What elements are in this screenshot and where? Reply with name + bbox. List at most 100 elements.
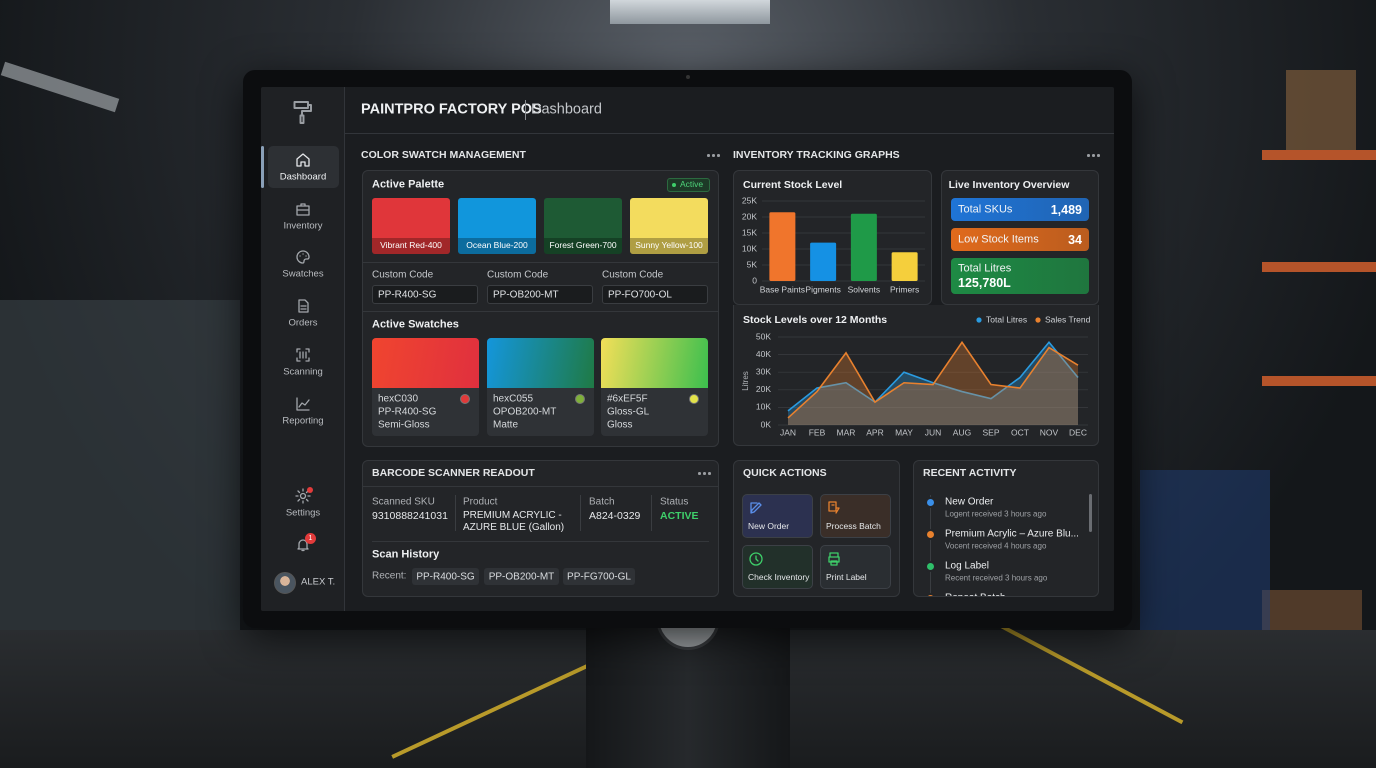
status-badge [667, 178, 710, 192]
action-button[interactable] [820, 494, 891, 538]
chip-text: PP-R400-SG [416, 570, 475, 582]
history-chip[interactable] [563, 568, 635, 585]
chip-text: PP-FG700-GL [567, 570, 631, 582]
field-value: ACTIVE [660, 509, 699, 522]
icon [749, 552, 763, 566]
icon [828, 552, 840, 566]
icon [750, 502, 762, 514]
more-dot [1087, 154, 1090, 157]
palette-swatch[interactable] [458, 198, 536, 254]
icon-path [296, 348, 310, 362]
more-dot [717, 154, 720, 157]
card-title: Live Inventory Overview [948, 178, 1070, 191]
nav-item[interactable] [268, 146, 339, 188]
panel-title: COLOR SWATCH MANAGEMENT [361, 148, 526, 161]
separator [525, 100, 527, 120]
activity-dot [927, 530, 934, 538]
brand: PAINTPRO FACTORY POS [361, 101, 542, 118]
palette-swatch[interactable] [544, 198, 622, 254]
activity-dot [927, 594, 934, 596]
palette-swatch[interactable] [630, 198, 708, 254]
scrollbar [1089, 494, 1092, 532]
icon [296, 203, 310, 216]
icon-path [298, 299, 309, 313]
divider [362, 262, 719, 263]
swatch-name: Sunny Yellow-100 [635, 240, 703, 251]
input-field[interactable] [372, 285, 478, 304]
swatch-finish: Matte [493, 419, 519, 431]
rack-beam [1262, 150, 1376, 160]
status-dot [307, 487, 313, 493]
swatch-gradient [372, 338, 479, 388]
swatch-gradient [601, 338, 708, 388]
field-label: Custom Code [602, 269, 664, 281]
badge-text: Active [680, 179, 704, 190]
input-value: PP-R400-SG [378, 288, 437, 300]
panel-title: QUICK ACTIONS [743, 466, 827, 479]
ceiling-light [0, 61, 120, 113]
recent-activity-card: RECENT ACTIVITY New Order Logent received … [913, 460, 1099, 597]
icon [298, 299, 309, 313]
activity-sub: Logent received 3 hours ago [945, 509, 1047, 519]
stat-tile [951, 228, 1089, 251]
section-title: Active Palette [372, 178, 445, 191]
icon [293, 101, 312, 124]
swatch-hex: hexC055 [493, 393, 534, 405]
stat-value: 34 [1068, 232, 1082, 247]
input-value: PP-FO700-OL [608, 288, 672, 300]
action-button[interactable] [742, 494, 813, 538]
history-chip[interactable] [484, 568, 559, 585]
action-button[interactable] [820, 545, 891, 589]
icon-path [296, 203, 310, 216]
swatch-dot [460, 394, 470, 404]
swatch-caption-bg [372, 238, 450, 254]
input-value: PP-OB200-MT [493, 288, 559, 300]
nav-label: Reporting [282, 415, 324, 427]
rack-beam [1262, 376, 1376, 386]
field-label: Product [463, 496, 498, 508]
swatch-caption-bg [630, 238, 708, 254]
ceiling-light [610, 0, 770, 24]
action-label: Check Inventory [748, 572, 810, 583]
field-value: A824-0329 [589, 509, 641, 522]
badge-dot [672, 183, 676, 187]
header-divider [345, 133, 1114, 134]
field-label: Custom Code [487, 269, 549, 281]
activity-title: Log Label [945, 560, 989, 572]
history-chip[interactable] [412, 568, 479, 585]
stat-tile [951, 258, 1089, 294]
field-label: Batch [589, 496, 615, 508]
icon [296, 348, 310, 362]
swatch-name: Ocean Blue-200 [466, 240, 528, 251]
user-name: ALEX T. [301, 576, 336, 588]
action-button[interactable] [742, 545, 813, 589]
activity-sub: Recent received 3 hours ago [945, 573, 1048, 583]
divider [362, 486, 719, 487]
divider [372, 541, 709, 542]
nav-label: Settings [285, 507, 321, 519]
more-dot [1097, 154, 1100, 157]
field-label: Scanned SKU [372, 496, 435, 508]
swatch-finish: Semi-Gloss [378, 419, 430, 431]
input-field[interactable] [487, 285, 593, 304]
activity-title: Repeat Batch [945, 592, 1006, 596]
icon-path [296, 250, 310, 265]
activity-sub: Vocent received 4 hours ago [945, 541, 1047, 551]
palette-swatch[interactable] [372, 198, 450, 254]
section-title: Active Swatches [372, 318, 459, 331]
activity-title: New Order [945, 496, 994, 508]
chip-text: PP-OB200-MT [488, 570, 555, 582]
panel-title: INVENTORY TRACKING GRAPHS [733, 148, 900, 161]
more-dot [703, 472, 706, 475]
action-label: Print Label [826, 572, 867, 583]
divider [455, 495, 456, 531]
panel-title: BARCODE SCANNER READOUT [372, 466, 535, 479]
field-label: Status [660, 496, 689, 508]
nav-label: Dashboard [279, 171, 327, 183]
divider [580, 495, 581, 531]
activity-dot [927, 498, 934, 506]
field-label: Custom Code [372, 269, 434, 281]
swatch-name: Vibrant Red-400 [380, 240, 442, 251]
input-field[interactable] [602, 285, 708, 304]
icon-path [828, 552, 840, 566]
